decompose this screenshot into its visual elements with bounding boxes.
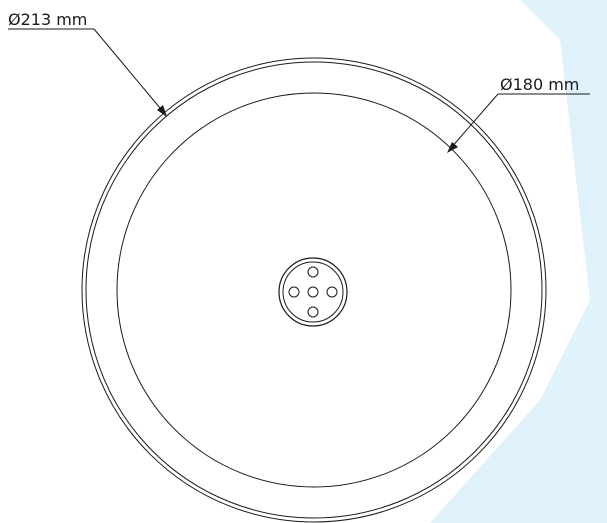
hub-outer-ring [278, 257, 348, 327]
outer-disc-edge-inner-line [85, 61, 543, 519]
inner-diameter-leader-line [449, 93, 499, 150]
outer-diameter-leader-line [93, 28, 166, 115]
hub-inner-ring [282, 261, 344, 323]
hub-hole-left [288, 286, 300, 298]
outer-diameter-label: Ø213 mm [8, 10, 87, 29]
hub-hole-right [326, 286, 338, 298]
outer-disc-edge [81, 57, 547, 523]
background-accent-band [430, 0, 607, 523]
hub-hole-bottom [307, 306, 319, 318]
inner-diameter-circle [116, 92, 512, 488]
inner-diameter-arrowhead [447, 142, 458, 153]
outer-diameter-arrowhead [157, 105, 167, 117]
hub-hole-center [307, 286, 319, 298]
hub-hole-top [307, 266, 319, 278]
inner-diameter-label: Ø180 mm [500, 75, 579, 94]
